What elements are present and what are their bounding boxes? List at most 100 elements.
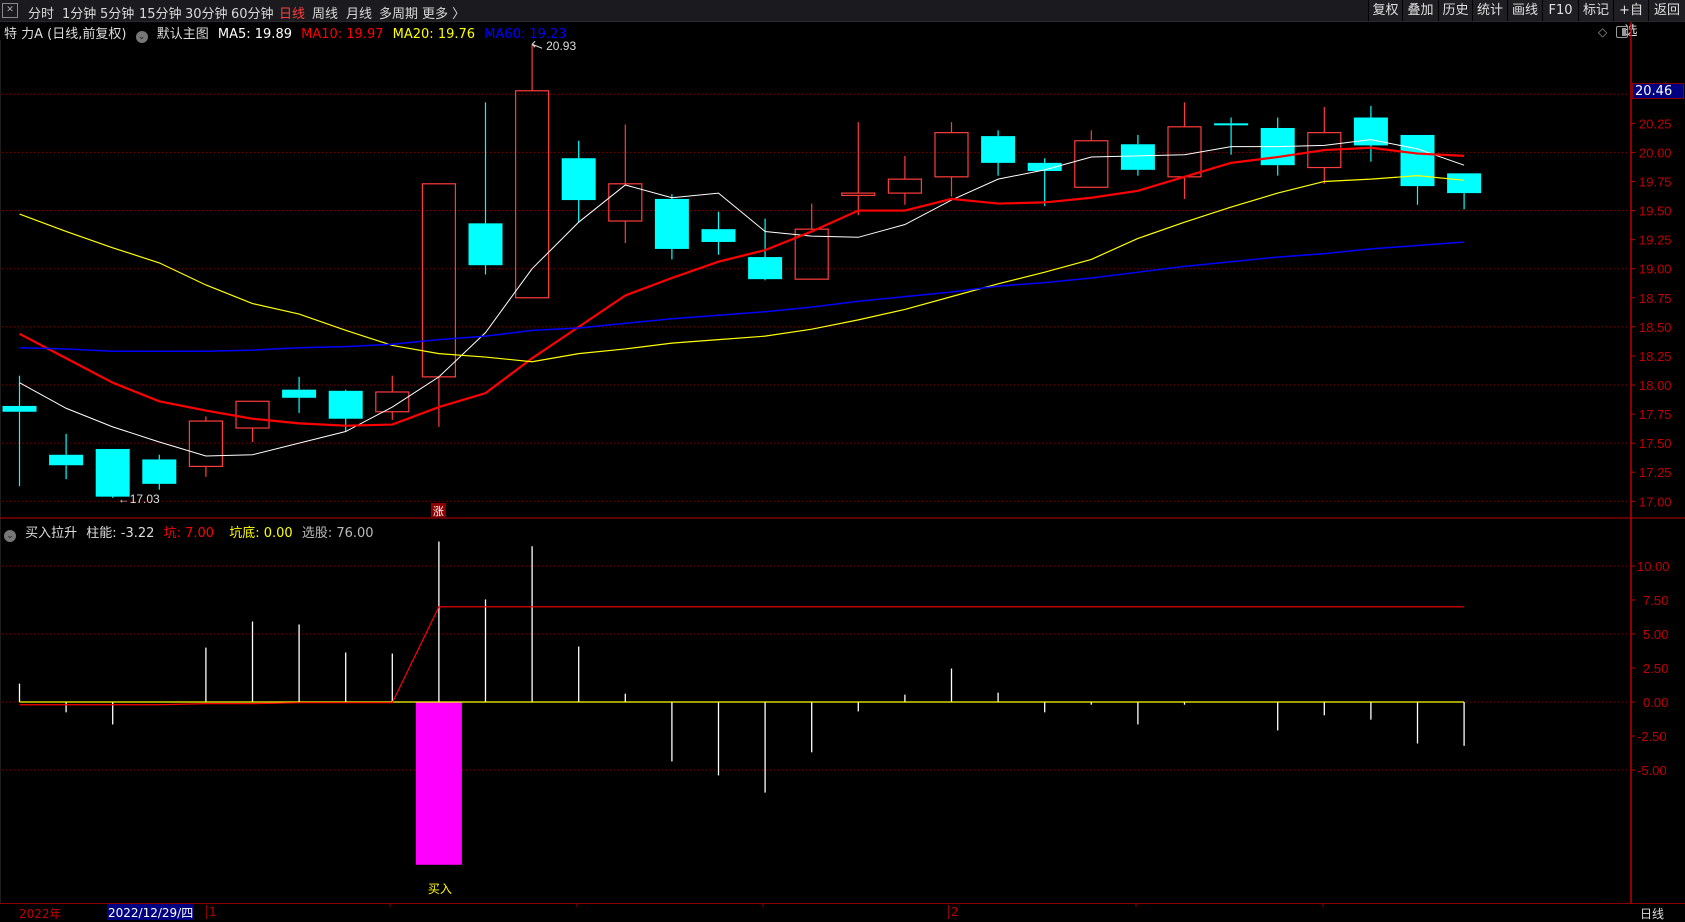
price-tick-label: 19.25 bbox=[1639, 233, 1672, 248]
candle bbox=[142, 454, 177, 490]
candle-body bbox=[282, 389, 317, 398]
exit-icon[interactable]: ✕ bbox=[2, 3, 18, 18]
candle bbox=[701, 211, 736, 255]
price-tick-label: 17.00 bbox=[1639, 494, 1672, 509]
price-tick-label: 17.50 bbox=[1639, 436, 1672, 451]
panel-toggle-icon[interactable] bbox=[1616, 26, 1628, 38]
low-label: ←17.03 bbox=[118, 492, 160, 506]
candle bbox=[1074, 130, 1109, 188]
candle-body bbox=[1027, 162, 1062, 172]
candle-body bbox=[235, 400, 270, 429]
toolbar-button[interactable]: 统计 bbox=[1472, 0, 1507, 21]
indicator-tick-label: 5.00 bbox=[1643, 627, 1668, 642]
main-chart-legend: 特 力A (日线,前复权) ⌄ 默认主图 MA5: 19.89 MA10: 19… bbox=[4, 23, 572, 43]
xuangu-value: 选股: 76.00 bbox=[301, 526, 374, 541]
period-tab[interactable]: 60分钟 bbox=[231, 7, 274, 22]
ma5-value: MA5: 19.89 bbox=[217, 27, 292, 42]
candle-body bbox=[1214, 123, 1249, 126]
price-tick-label: 18.50 bbox=[1639, 320, 1672, 335]
stock-title: 特 力A (日线,前复权) bbox=[4, 27, 127, 42]
candle-body bbox=[514, 90, 550, 299]
ma10-line bbox=[18, 146, 1465, 427]
candle-body bbox=[608, 183, 643, 222]
date-axis: 2022年 2022/12/29/四 1 2 日线 bbox=[0, 903, 1685, 921]
price-tick-label: 20.00 bbox=[1639, 145, 1672, 160]
indicator-tick-label: -5.00 bbox=[1637, 763, 1667, 778]
candle bbox=[654, 194, 689, 260]
toolbar-button[interactable]: 复权 bbox=[1368, 0, 1402, 21]
kengdi-value: 坑底: 0.00 bbox=[229, 526, 293, 541]
toolbar-button[interactable]: 画线 bbox=[1507, 0, 1542, 21]
ma60-value: MA60: 19.23 bbox=[484, 27, 567, 42]
candle bbox=[1400, 134, 1435, 205]
zhang-marker-bg bbox=[430, 503, 446, 517]
zhuneng-value: 柱能: -3.22 bbox=[86, 526, 155, 541]
period-tab[interactable]: 周线 bbox=[312, 7, 339, 22]
toolbar-button[interactable]: +自选 bbox=[1613, 0, 1648, 39]
period-tab[interactable]: 30分钟 bbox=[185, 7, 228, 22]
candle bbox=[235, 400, 270, 442]
period-tab[interactable]: 月线 bbox=[346, 7, 373, 22]
candle-body bbox=[95, 448, 130, 497]
candle-body bbox=[1074, 140, 1109, 188]
candle bbox=[794, 203, 829, 280]
chevron-down-icon[interactable]: ⌄ bbox=[4, 530, 16, 542]
candle-body bbox=[1120, 144, 1155, 170]
indicator-name[interactable]: 买入拉升 bbox=[25, 526, 78, 541]
candle-body bbox=[375, 391, 410, 413]
price-tick-label: 18.25 bbox=[1639, 349, 1672, 364]
price-tick-label: 19.00 bbox=[1639, 262, 1672, 277]
indicator-tick-label: 2.50 bbox=[1643, 661, 1668, 676]
ma5-line bbox=[19, 139, 1465, 457]
candle-body bbox=[934, 132, 969, 178]
candle bbox=[49, 433, 84, 480]
period-tab[interactable]: 1分钟 bbox=[62, 7, 97, 22]
period-label[interactable]: 日线 bbox=[1640, 907, 1665, 921]
buy-label: 买入 bbox=[428, 882, 452, 896]
toolbar-button[interactable]: F10 bbox=[1542, 0, 1578, 21]
candle-body bbox=[468, 223, 503, 266]
period-tab[interactable]: 更多 〉 bbox=[422, 7, 466, 22]
price-tick-label: 19.50 bbox=[1639, 204, 1672, 219]
price-tick-label: 17.25 bbox=[1639, 465, 1672, 480]
month-label-1: 1 bbox=[206, 905, 217, 919]
current-price-label: 20.46 bbox=[1632, 83, 1684, 99]
candle-body bbox=[561, 158, 596, 201]
toolbar-button[interactable]: 叠加 bbox=[1402, 0, 1438, 21]
candle-body bbox=[981, 136, 1016, 163]
period-tab[interactable]: 分时 bbox=[28, 7, 55, 22]
candle bbox=[1447, 173, 1482, 210]
indicator-tick-label: -2.50 bbox=[1637, 729, 1667, 744]
top-toolbar: ✕ 分时 1分钟 5分钟 15分钟 30分钟 60分钟 日线 周线 月线 多周期 更多 〉 复权 叠加… bbox=[0, 0, 1685, 39]
diamond-icon[interactable]: ◇ bbox=[1598, 25, 1608, 39]
toolbar-button[interactable]: 标记 bbox=[1578, 0, 1613, 21]
period-tab[interactable]: 15分钟 bbox=[139, 7, 182, 22]
indicator-tick-label: 0.00 bbox=[1643, 695, 1668, 710]
candle-body bbox=[188, 420, 223, 468]
candle-body bbox=[794, 228, 829, 280]
period-tab[interactable]: 5分钟 bbox=[100, 7, 135, 22]
ma20-line bbox=[19, 175, 1465, 363]
template-label[interactable]: 默认主图 bbox=[156, 27, 209, 42]
toolbar-button[interactable]: 返回 bbox=[1648, 0, 1685, 21]
candle bbox=[188, 416, 223, 477]
keng-line bbox=[19, 606, 1465, 706]
ma20-value: MA20: 19.76 bbox=[392, 27, 476, 42]
year-label: 2022年 bbox=[19, 907, 62, 921]
candle bbox=[1214, 117, 1249, 155]
ma10-value: MA10: 19.97 bbox=[301, 27, 384, 42]
toolbar-button[interactable]: 历史 bbox=[1438, 0, 1472, 21]
candle-body bbox=[49, 454, 84, 466]
candle bbox=[282, 376, 317, 413]
period-tab[interactable]: 日线 bbox=[279, 7, 306, 22]
period-tab[interactable]: 多周期 bbox=[379, 7, 419, 22]
price-tick-label: 18.00 bbox=[1639, 378, 1672, 393]
candle bbox=[841, 122, 876, 216]
candle-body bbox=[1400, 134, 1435, 187]
candle bbox=[95, 448, 130, 498]
cursor-date: 2022/12/29/四 bbox=[107, 904, 195, 920]
indicator-tick-label: 7.50 bbox=[1643, 593, 1668, 608]
candle-body bbox=[654, 198, 689, 249]
chevron-down-icon[interactable]: ⌄ bbox=[135, 31, 148, 43]
